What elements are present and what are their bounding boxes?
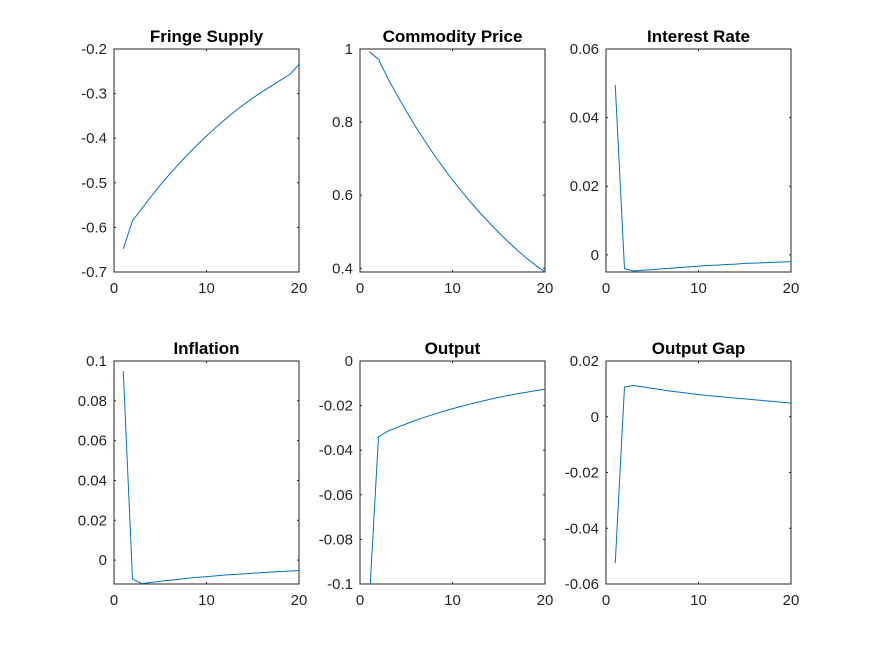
inflation-ytick-label: 0.08	[78, 393, 107, 410]
fringe-supply-ytick-label: -0.7	[81, 264, 107, 281]
interest-rate-xtick-label: 20	[783, 280, 800, 297]
interest-rate-ytick-label: 0.06	[570, 41, 599, 58]
commodity-price-panel: 0 10 20 0.4 0.6 0.8 1 Commodity Price	[332, 27, 553, 297]
interest-rate-ytick-label: 0	[591, 247, 599, 264]
inflation-ytick-label: 0.02	[78, 512, 107, 529]
inflation-ytick-label: 0.06	[78, 433, 107, 450]
interest-rate-ytick-label: 0.04	[570, 110, 599, 127]
fringe-supply-xtick-label: 0	[110, 280, 118, 297]
fringe-supply-title: Fringe Supply	[150, 27, 264, 46]
inflation-title: Inflation	[173, 339, 239, 358]
inflation-axes-box	[113, 360, 300, 585]
inflation-ytick-label: 0.04	[78, 472, 107, 489]
output-gap-title: Output Gap	[652, 339, 745, 358]
fringe-supply-panel: 0 10 20 -0.7 -0.6 -0.5 -0.4 -0.3 -0.2 Fringe Supp…	[81, 27, 307, 297]
output-xtick-label: 10	[444, 592, 461, 609]
output-ytick-label: -0.1	[327, 576, 353, 593]
fringe-supply-axes-box	[113, 48, 300, 273]
fringe-supply-xtick-label: 20	[291, 280, 308, 297]
inflation-xtick-label: 10	[198, 592, 215, 609]
interest-rate-axes-box	[605, 48, 792, 273]
fringe-supply-ytick-label: -0.5	[81, 175, 107, 192]
commodity-price-xtick-label: 0	[356, 280, 364, 297]
inflation-ytick-label: 0	[99, 552, 107, 569]
output-gap-xtick-label: 0	[602, 592, 610, 609]
fringe-supply-ytick-label: -0.4	[81, 130, 107, 147]
output-panel: 0 10 20 -0.1 -0.08 -0.06 -0.04 -0.02 0 Output	[319, 339, 554, 609]
output-gap-axes-box	[605, 360, 792, 585]
inflation-panel: 0 10 20 0 0.02 0.04 0.06 0.08 0.1 Inflation	[78, 339, 308, 609]
commodity-price-xtick-label: 10	[444, 280, 461, 297]
output-gap-xtick-label: 20	[783, 592, 800, 609]
commodity-price-ytick-label: 0.8	[332, 114, 353, 131]
interest-rate-series-line	[614, 84, 791, 272]
interest-rate-title: Interest Rate	[647, 27, 750, 46]
output-ytick-label: -0.08	[319, 531, 353, 548]
output-gap-series-line	[614, 385, 791, 564]
output-series-line	[369, 388, 545, 584]
output-ytick-label: -0.06	[319, 487, 353, 504]
commodity-price-ytick-label: 1	[345, 41, 353, 58]
commodity-price-xtick-label: 20	[537, 280, 554, 297]
output-ytick-label: -0.04	[319, 442, 353, 459]
fringe-supply-ytick-label: -0.2	[81, 41, 107, 58]
output-ytick-label: -0.02	[319, 398, 353, 415]
interest-rate-ytick-label: 0.02	[570, 178, 599, 195]
output-gap-ytick-label: -0.04	[565, 520, 599, 537]
interest-rate-xtick-label: 10	[690, 280, 707, 297]
output-axes-box	[359, 360, 546, 585]
commodity-price-ytick-label: 0.4	[332, 260, 353, 277]
fringe-supply-ytick-label: -0.6	[81, 219, 107, 236]
commodity-price-ytick-label: 0.6	[332, 187, 353, 204]
fringe-supply-xtick-label: 10	[198, 280, 215, 297]
output-gap-ytick-label: 0	[591, 409, 599, 426]
inflation-xtick-label: 20	[291, 592, 308, 609]
fringe-supply-series-line	[122, 64, 299, 249]
output-ytick-label: 0	[345, 353, 353, 370]
output-title: Output	[425, 339, 481, 358]
output-gap-ytick-label: -0.06	[565, 576, 599, 593]
commodity-price-title: Commodity Price	[383, 27, 523, 46]
fringe-supply-ytick-label: -0.3	[81, 86, 107, 103]
interest-rate-panel: 0 10 20 0 0.02 0.04 0.06 Interest Rate	[570, 27, 800, 297]
interest-rate-xtick-label: 0	[602, 280, 610, 297]
output-gap-panel: 0 10 20 -0.06 -0.04 -0.02 0 0.02 Output Gap	[565, 339, 800, 609]
commodity-price-series-line	[368, 51, 545, 272]
commodity-price-axes-box	[359, 48, 546, 273]
output-gap-ytick-label: 0.02	[570, 353, 599, 370]
output-gap-ytick-label: -0.02	[565, 465, 599, 482]
inflation-series-line	[122, 370, 299, 584]
output-xtick-label: 20	[537, 592, 554, 609]
inflation-xtick-label: 0	[110, 592, 118, 609]
output-xtick-label: 0	[356, 592, 364, 609]
output-gap-xtick-label: 10	[690, 592, 707, 609]
inflation-ytick-label: 0.1	[86, 353, 107, 370]
